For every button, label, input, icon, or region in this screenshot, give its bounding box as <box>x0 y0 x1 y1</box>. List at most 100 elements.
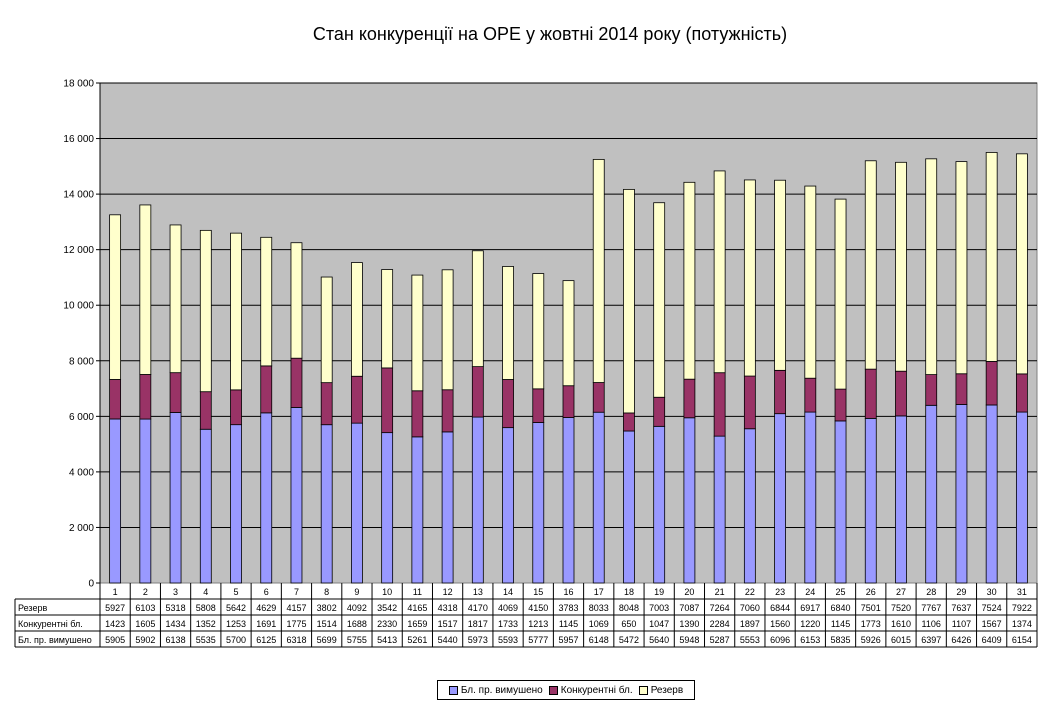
legend-label-reserve: Резерв <box>650 684 684 696</box>
bar-segment <box>743 179 756 377</box>
bar-segment <box>471 366 484 418</box>
table-cell: 5318 <box>166 603 186 613</box>
table-cell: 5927 <box>105 603 125 613</box>
x-tick-label: 19 <box>654 587 664 597</box>
bar-segment <box>502 266 514 380</box>
table-cell: 5948 <box>679 635 699 645</box>
bar-segment <box>471 250 484 368</box>
table-cell: 3542 <box>377 603 397 613</box>
table-cell: 6148 <box>589 635 609 645</box>
bar-segment <box>592 411 605 584</box>
table-cell: 5535 <box>196 635 216 645</box>
table-cell: 5902 <box>135 635 155 645</box>
x-tick-label: 17 <box>594 587 604 597</box>
bar-segment <box>532 422 545 584</box>
table-cell: 6409 <box>982 635 1002 645</box>
x-tick-label: 7 <box>294 587 299 597</box>
y-tick-label: 10 000 <box>63 301 94 312</box>
table-cell: 6426 <box>951 635 971 645</box>
bar-segment <box>290 357 303 408</box>
bar-segment <box>985 404 998 584</box>
table-cell: 4629 <box>256 603 276 613</box>
bar-segment <box>320 276 333 384</box>
bar-segment <box>774 369 786 415</box>
table-cell: 6840 <box>831 603 851 613</box>
bar-segment <box>109 214 122 380</box>
table-cell: 6015 <box>891 635 911 645</box>
table-cell: 1897 <box>740 619 760 629</box>
bar-segment <box>895 415 907 584</box>
bar-segment <box>441 431 454 584</box>
table-row-label: Бл. пр. вимушено <box>18 635 92 645</box>
table-cell: 5413 <box>377 635 397 645</box>
y-tick-label: 0 <box>88 579 94 590</box>
bar-segment <box>381 269 394 369</box>
x-tick-label: 31 <box>1017 587 1027 597</box>
x-tick-label: 30 <box>987 587 997 597</box>
bar-segment <box>925 404 938 584</box>
bar-segment <box>864 417 877 584</box>
bar-segment <box>169 224 182 374</box>
bar-segment <box>955 373 968 405</box>
x-tick-label: 12 <box>443 587 453 597</box>
y-tick-label: 16 000 <box>63 134 94 145</box>
table-cell: 1517 <box>438 619 458 629</box>
table-cell: 7520 <box>891 603 911 613</box>
x-tick-label: 29 <box>956 587 966 597</box>
bar-segment <box>592 158 605 383</box>
table-cell: 5593 <box>498 635 518 645</box>
y-tick-label: 12 000 <box>63 245 94 256</box>
table-cell: 5700 <box>226 635 246 645</box>
bar-segment <box>381 432 394 584</box>
bar-segment <box>743 428 756 584</box>
bar-segment <box>713 372 726 437</box>
table-cell: 1107 <box>952 619 971 629</box>
bar-segment <box>864 368 877 419</box>
x-tick-label: 6 <box>264 587 269 597</box>
x-tick-label: 22 <box>745 587 755 597</box>
table-cell: 1775 <box>286 619 306 629</box>
x-tick-label: 4 <box>203 587 208 597</box>
table-row-label: Резерв <box>18 603 47 613</box>
bar-segment <box>623 188 635 414</box>
bar-segment <box>653 396 666 427</box>
table-cell: 6125 <box>256 635 276 645</box>
x-tick-label: 16 <box>563 587 573 597</box>
bar-segment <box>804 377 817 413</box>
table-cell: 1773 <box>861 619 881 629</box>
table-cell: 1352 <box>196 619 216 629</box>
bar-segment <box>471 416 484 584</box>
table-cell: 2284 <box>710 619 730 629</box>
bar-segment <box>351 422 363 584</box>
table-cell: 1374 <box>1012 619 1032 629</box>
table-cell: 5553 <box>740 635 760 645</box>
bar-segment <box>139 374 152 420</box>
x-tick-label: 2 <box>143 587 148 597</box>
table-cell: 5905 <box>105 635 125 645</box>
bar-segment <box>955 161 968 375</box>
table-cell: 7501 <box>861 603 881 613</box>
table-cell: 6153 <box>800 635 820 645</box>
table-cell: 6917 <box>800 603 820 613</box>
table-cell: 1145 <box>559 619 578 629</box>
legend-label-forced: Бл. пр. вимушено <box>460 684 543 696</box>
bar-segment <box>532 388 545 423</box>
table-cell: 4069 <box>498 603 518 613</box>
bar-segment <box>683 417 696 584</box>
bar-segment <box>774 413 786 584</box>
bar-segment <box>623 412 635 432</box>
bar-segment <box>774 179 786 371</box>
table-cell: 1605 <box>135 619 155 629</box>
table-cell: 6096 <box>770 635 790 645</box>
y-tick-label: 8 000 <box>69 356 94 367</box>
bar-segment <box>260 365 273 414</box>
bar-segment <box>562 417 575 584</box>
table-cell: 6318 <box>286 635 306 645</box>
table-cell: 7087 <box>679 603 699 613</box>
bar-segment <box>411 274 424 392</box>
bar-segment <box>441 269 454 391</box>
bar-segment <box>411 390 424 438</box>
bar-segment <box>351 375 363 424</box>
bar-segment <box>895 161 907 372</box>
table-cell: 5808 <box>196 603 216 613</box>
